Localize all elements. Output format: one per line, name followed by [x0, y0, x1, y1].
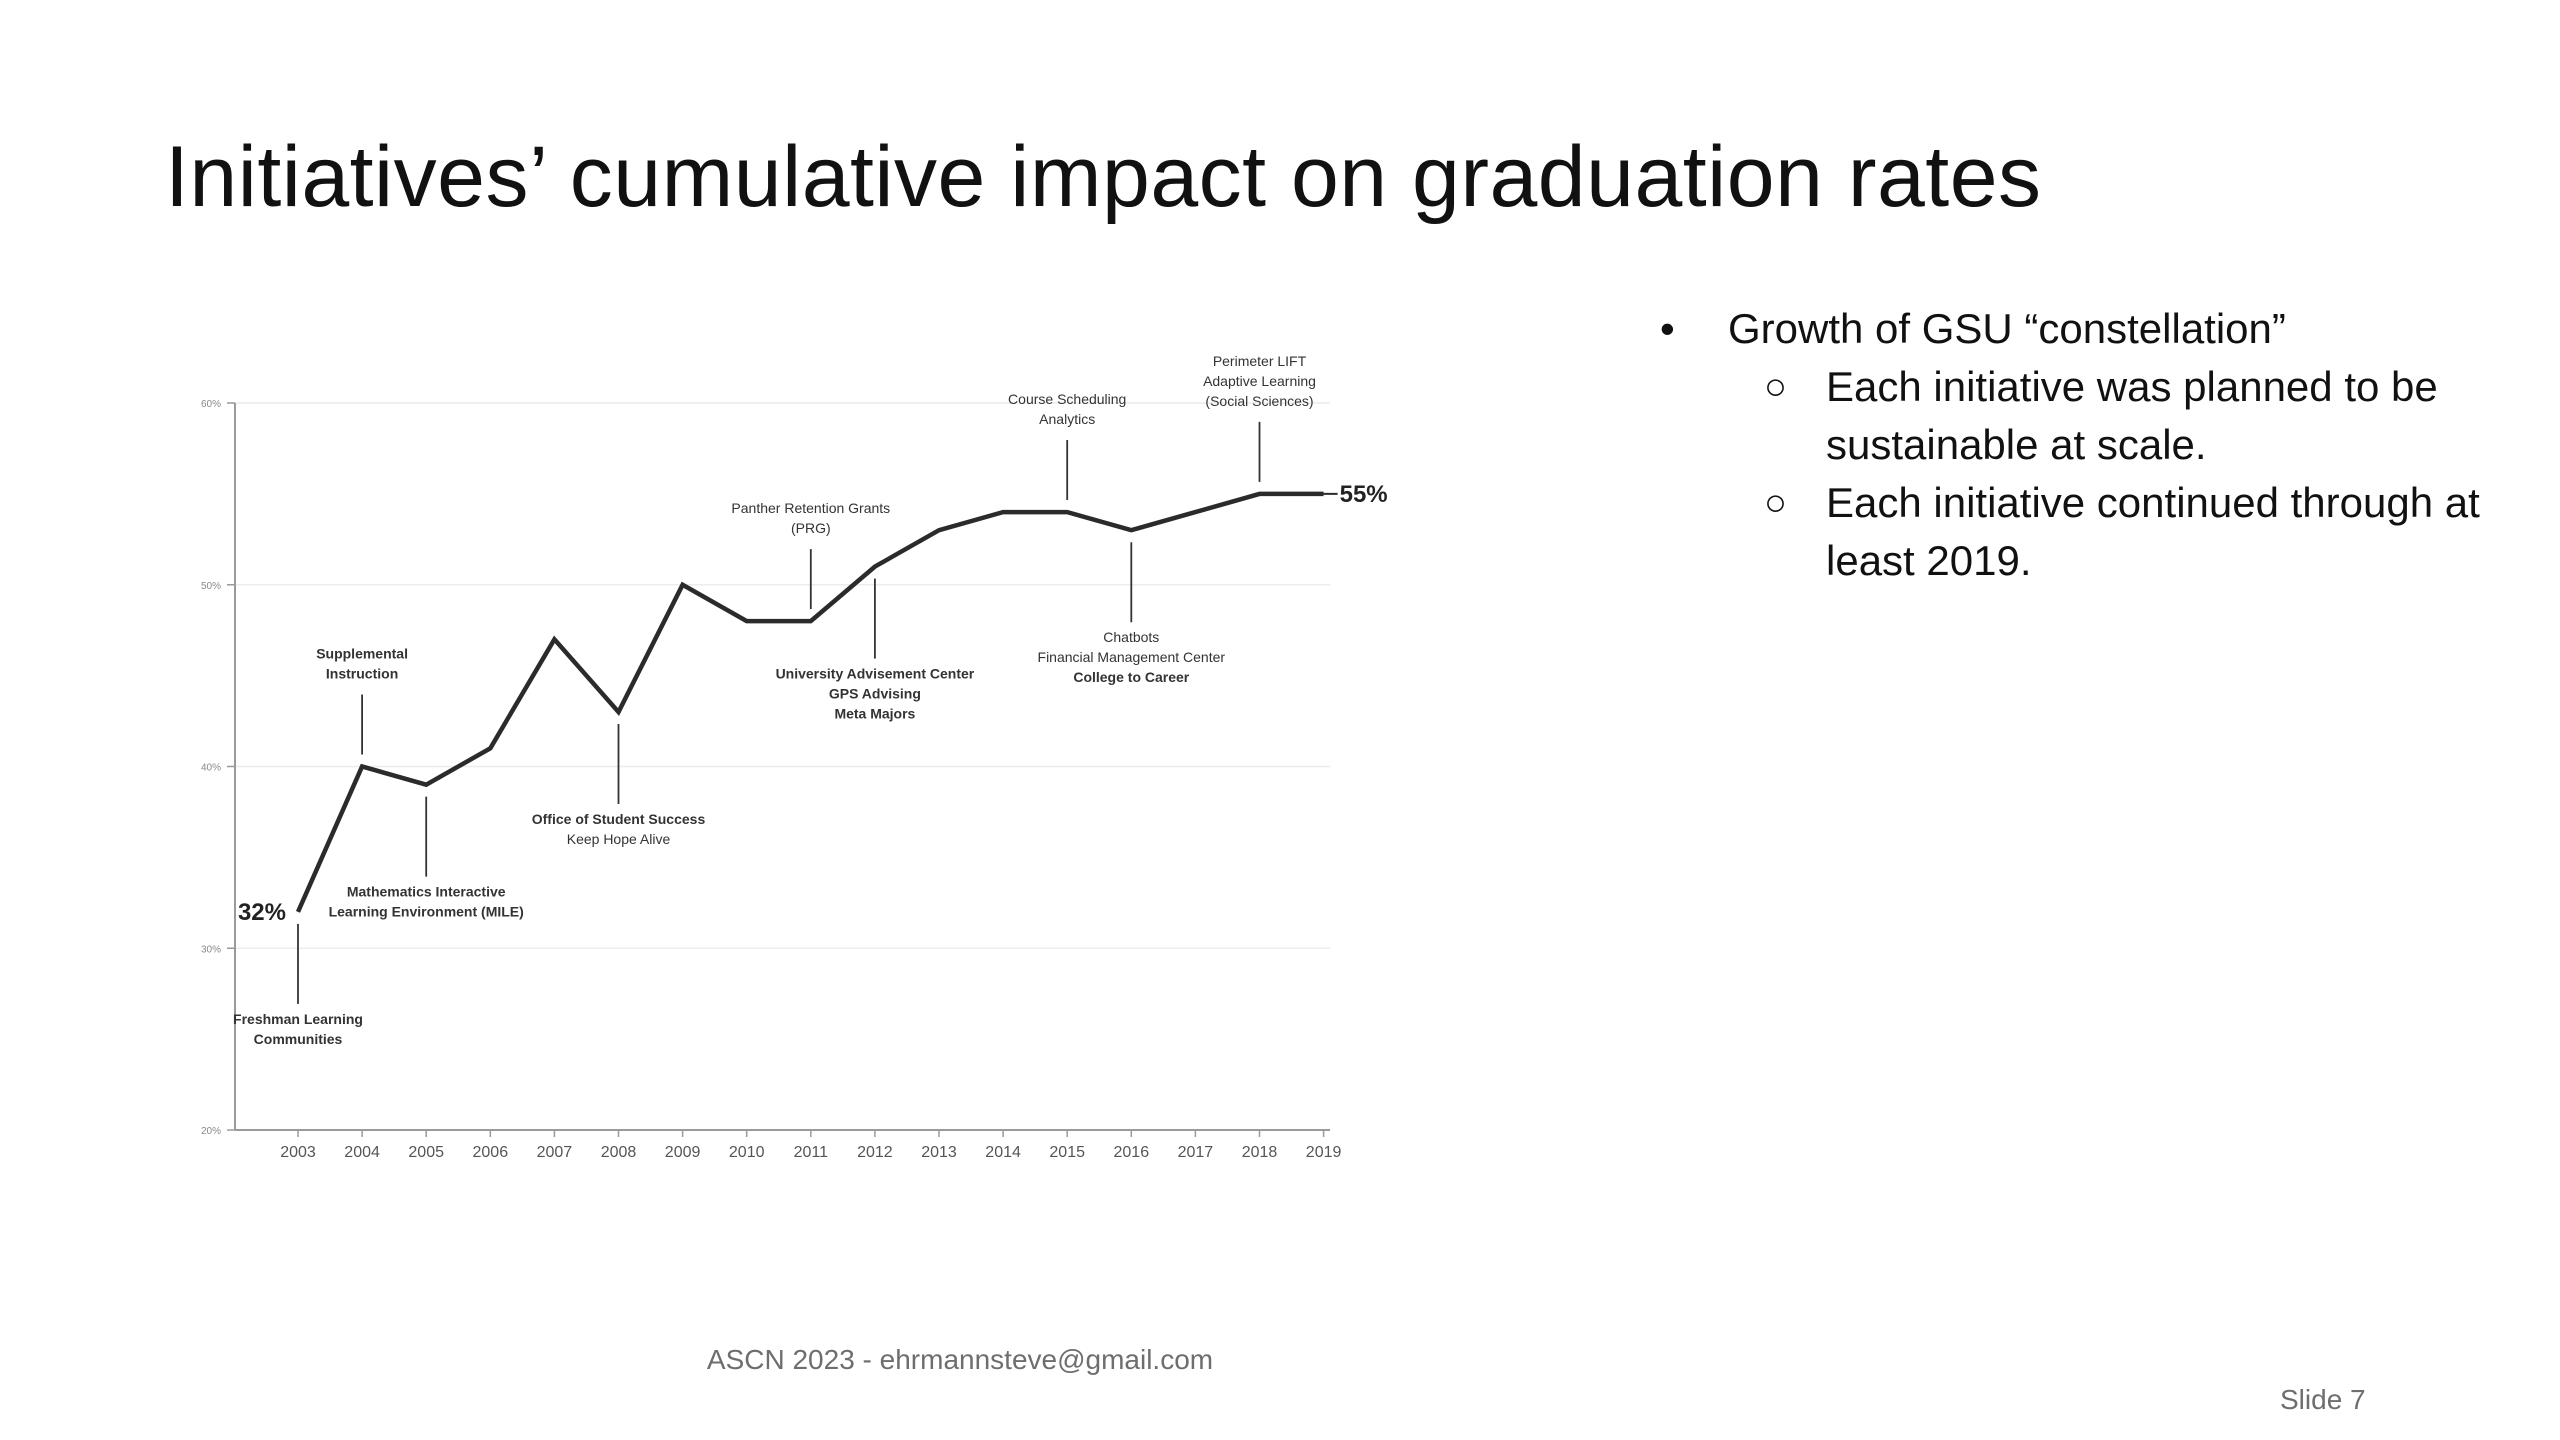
x-tick-label: 2010 — [729, 1144, 765, 1161]
annotation-label: GPS Advising — [829, 686, 921, 702]
annotation-label: Chatbots — [1103, 629, 1159, 645]
graduation-rate-chart: 20% 30% 40% 50% 60% 2003 2004 2005 2006 2007 2008 2… — [201, 353, 1388, 1161]
annotation-label: Panther Retention Grants — [731, 500, 890, 516]
bullet-circle-icon: ○ — [1764, 366, 1787, 408]
annotation-label: Meta Majors — [834, 706, 915, 722]
annotation-label: (Social Sciences) — [1205, 393, 1313, 409]
x-tick-label: 2011 — [794, 1144, 829, 1161]
bullet-main: • Growth of GSU “constellation” — [1660, 300, 2520, 358]
bullet-dot-icon: • — [1660, 305, 1675, 352]
annotation-label: Analytics — [1039, 411, 1095, 427]
x-tick-label: 2004 — [344, 1144, 380, 1161]
bullet-main-text: Growth of GSU “constellation” — [1728, 305, 2286, 352]
series-line — [295, 491, 1324, 913]
bullet-sub-2: ○ Each initiative continued through at l… — [1660, 474, 2520, 590]
y-tick-label: 50% — [201, 581, 221, 592]
x-tick-label: 2013 — [921, 1144, 957, 1161]
bullet-sub-1-text: Each initiative was planned to be sustai… — [1826, 363, 2438, 468]
slide-number: Slide 7 — [2280, 1384, 2366, 1415]
end-value-label: 55% — [1340, 481, 1388, 508]
annotation-label: Keep Hope Alive — [567, 831, 671, 847]
x-tick-label: 2017 — [1178, 1144, 1214, 1161]
x-tick-label: 2003 — [280, 1144, 316, 1161]
bullet-sub-1: ○ Each initiative was planned to be sust… — [1660, 358, 2520, 474]
y-tick-label: 60% — [201, 399, 221, 410]
x-tick-label: 2009 — [665, 1144, 701, 1161]
annotation-label: Adaptive Learning — [1203, 373, 1316, 389]
footer-text: ASCN 2023 - ehrmannsteve@gmail.com — [706, 1344, 1214, 1375]
x-tick-label: 2016 — [1114, 1144, 1150, 1161]
annotation-label: Office of Student Success — [532, 811, 706, 827]
x-tick-label: 2006 — [473, 1144, 509, 1161]
x-tick-label: 2015 — [1049, 1144, 1085, 1161]
y-tick-label: 30% — [201, 944, 221, 955]
slide-title: Initiatives’ cumulative impact on gradua… — [165, 129, 2042, 225]
annotation-label: Mathematics Interactive — [347, 884, 506, 900]
annotation-label: (PRG) — [791, 520, 831, 536]
annotation-label: Freshman Learning — [233, 1011, 363, 1027]
y-tick-label: 40% — [201, 763, 221, 774]
x-tick-label: 2012 — [857, 1144, 893, 1161]
annotation-label: University Advisement Center — [776, 666, 975, 682]
annotation-label: Supplemental — [316, 646, 408, 662]
x-tick-label: 2018 — [1242, 1144, 1278, 1161]
annotation-label: Instruction — [326, 666, 398, 682]
x-tick-label: 2014 — [985, 1144, 1021, 1161]
bullet-circle-icon: ○ — [1764, 482, 1787, 524]
annotation-label: Perimeter LIFT — [1213, 353, 1307, 369]
annotation-label: Course Scheduling — [1008, 391, 1126, 407]
x-tick-label: 2019 — [1306, 1144, 1342, 1161]
x-tick-label: 2008 — [601, 1144, 637, 1161]
start-value-label: 32% — [238, 899, 286, 926]
x-tick-label: 2007 — [537, 1144, 573, 1161]
bullet-list: • Growth of GSU “constellation” ○ Each i… — [1660, 300, 2520, 590]
x-tick-label: 2005 — [408, 1144, 444, 1161]
annotation-label: College to Career — [1073, 669, 1189, 685]
annotation-label: Communities — [254, 1031, 343, 1047]
annotation-label: Financial Management Center — [1038, 649, 1226, 665]
bullet-sub-2-text: Each initiative continued through at lea… — [1826, 479, 2480, 584]
y-tick-label: 20% — [201, 1126, 221, 1137]
annotation-label: Learning Environment (MILE) — [329, 904, 524, 920]
